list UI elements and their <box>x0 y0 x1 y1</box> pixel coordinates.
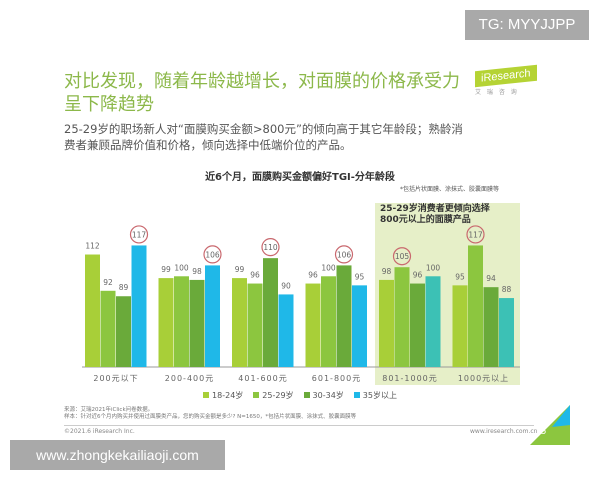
data-label: 100 <box>174 263 189 272</box>
data-label: 95 <box>455 272 465 281</box>
x-tick-label: 601-800元 <box>312 374 361 383</box>
bar <box>158 278 174 367</box>
slide-title: 对比发现，随着年龄越增长，对面膜的价格承受力呈下降趋势 <box>64 71 460 115</box>
legend-swatch <box>353 392 360 398</box>
legend-item: 18-24岁 <box>203 391 243 400</box>
bar <box>352 285 367 367</box>
bar <box>499 298 514 367</box>
iresearch-logo: iResearch 艾 瑞 咨 询 <box>475 64 537 96</box>
x-tick-label: 1000元以上 <box>458 374 509 383</box>
data-label: 117 <box>132 230 147 239</box>
footnotes: 来源：艾瑞2021年iClick问卷数据。 样本：针对近6个月内购买并使用过面膜… <box>64 407 356 421</box>
copyright: ©2021.6 iResearch Inc. <box>64 428 135 435</box>
legend-label: 30-34岁 <box>312 391 344 400</box>
data-label: 96 <box>250 271 260 280</box>
x-tick-label: 401-600元 <box>238 374 287 383</box>
data-label: 96 <box>308 271 318 280</box>
bar <box>116 296 131 367</box>
bar <box>336 265 352 367</box>
data-label: 100 <box>426 263 441 272</box>
data-label: 106 <box>205 250 220 259</box>
bar <box>468 245 483 367</box>
highlight-circle <box>129 225 149 244</box>
data-label: 95 <box>355 272 365 281</box>
page-number: 15 <box>535 427 547 437</box>
bar <box>410 283 425 367</box>
data-label: 117 <box>468 230 483 239</box>
highlight-circle <box>261 238 280 257</box>
legend-item: 25-29岁 <box>253 391 294 400</box>
legend-item: 35岁以上 <box>353 391 397 400</box>
x-tick-label: 200-400元 <box>165 374 214 383</box>
legend-swatch <box>253 392 260 398</box>
chart-note: *包括片状面膜、涂抹式、胶囊面膜等 <box>400 186 500 193</box>
bar <box>189 279 205 367</box>
data-label: 106 <box>337 250 352 259</box>
logo-cn: 艾 瑞 咨 询 <box>475 89 519 96</box>
bar <box>425 276 441 367</box>
bar <box>263 258 278 367</box>
bar <box>305 283 321 367</box>
bar <box>174 276 189 367</box>
data-label: 89 <box>119 283 129 292</box>
sample-note: 样本：针对近6个月内购买并使用过面膜类产品，您的购买金额是多少? N=1650，… <box>64 414 357 420</box>
watermark-top: TG: MYYJJPP <box>465 10 589 40</box>
page-corner-decoration <box>530 405 570 445</box>
legend-label: 25-29岁 <box>262 391 294 400</box>
highlight-circle <box>203 245 222 264</box>
bar <box>232 278 247 367</box>
bar <box>379 279 394 367</box>
bar <box>483 287 499 367</box>
data-label: 100 <box>321 263 336 272</box>
highlight-text: 25-29岁消费者更倾向选择800元以上的面膜产品 <box>380 204 490 225</box>
source-note: 来源：艾瑞2021年iClick问卷数据。 <box>64 407 154 413</box>
watermark-bottom: www.zhongkekailiaoji.com <box>10 440 225 470</box>
data-label: 99 <box>161 265 171 274</box>
data-label: 96 <box>413 271 423 280</box>
bar <box>394 267 410 367</box>
data-label: 94 <box>486 274 496 283</box>
bar <box>247 283 263 367</box>
highlight-circle <box>392 247 412 266</box>
data-label: 110 <box>263 243 278 252</box>
highlight-circle <box>466 225 485 244</box>
data-label: 99 <box>235 265 245 274</box>
highlight-circle <box>334 245 354 264</box>
data-label: 105 <box>395 252 410 261</box>
slide-subtitle: 25-29岁的职场新人对“面膜购买金额>800元”的倾向高于其它年龄段；熟龄消费… <box>64 122 463 152</box>
x-tick-label: 200元以下 <box>93 374 138 383</box>
data-label: 88 <box>502 285 512 294</box>
data-label: 112 <box>85 242 100 251</box>
bar <box>452 285 468 367</box>
bar <box>85 254 100 367</box>
legend-label: 18-24岁 <box>212 391 244 400</box>
footer-divider <box>64 425 534 426</box>
legend-swatch <box>203 392 210 398</box>
data-label: 90 <box>281 281 291 290</box>
bar <box>100 290 116 367</box>
bar <box>278 294 294 367</box>
x-tick-label: 801-1000元 <box>382 374 438 383</box>
bar <box>205 265 220 367</box>
website-url: www.iresearch.com.cn <box>470 428 538 435</box>
data-label: 92 <box>103 278 113 287</box>
bar <box>131 245 147 367</box>
data-label: 98 <box>382 267 392 276</box>
legend-label: 35岁以上 <box>362 391 397 400</box>
legend-swatch <box>303 392 310 398</box>
legend: 18-24岁 25-29岁 30-34岁 35岁以上 <box>0 390 600 401</box>
bar <box>321 276 336 367</box>
legend-item: 30-34岁 <box>303 391 344 400</box>
chart-title: 近6个月，面膜购买金额偏好TGI-分年龄段 <box>205 172 395 183</box>
data-label: 98 <box>192 267 202 276</box>
